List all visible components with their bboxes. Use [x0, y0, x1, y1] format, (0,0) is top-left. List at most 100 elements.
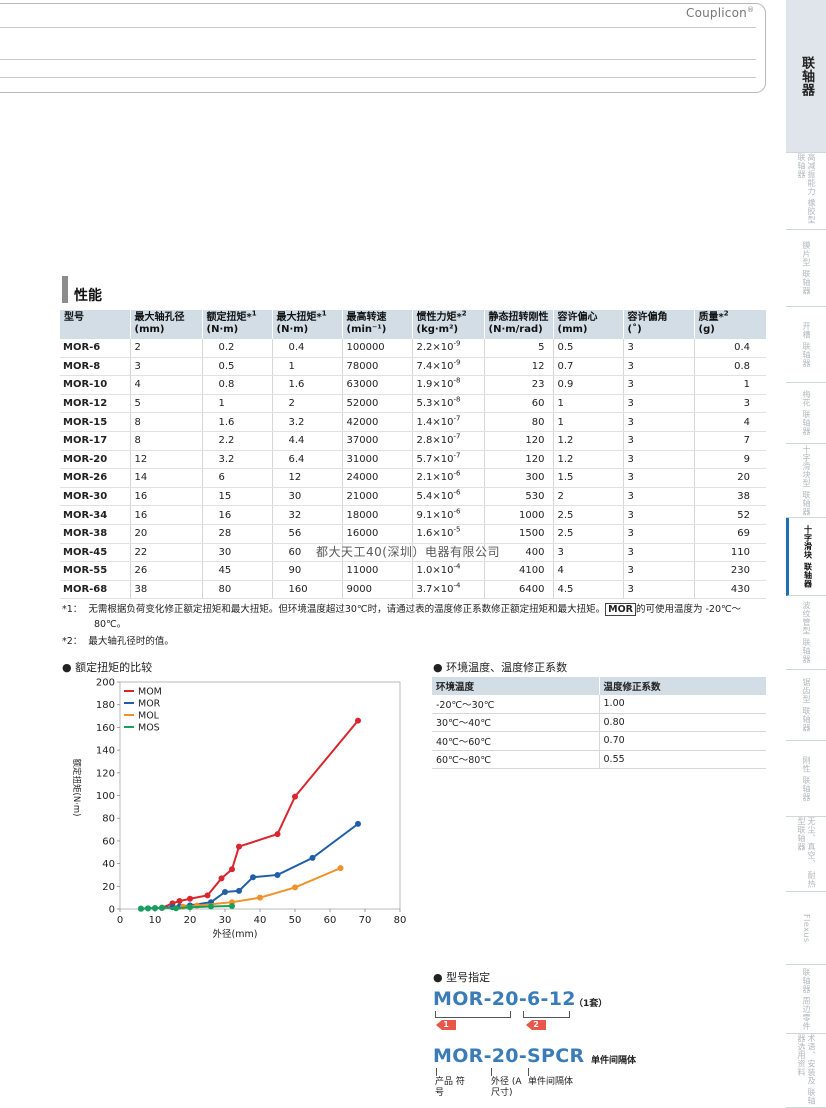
- table-cell: 3: [693, 394, 766, 414]
- table-cell: 300: [483, 468, 553, 488]
- leader-line: [491, 1068, 492, 1076]
- temp-header-row: 环境温度 温度修正系数: [432, 677, 766, 695]
- table-cell: 1.2: [552, 431, 623, 451]
- temp-row: -20℃～30℃ 1.00: [432, 695, 766, 714]
- table-cell: 3: [622, 524, 694, 544]
- chart-title: ● 额定扭矩的比较: [62, 661, 153, 674]
- table-cell: 16: [129, 505, 202, 525]
- series-line-mor: [140, 823, 359, 910]
- sidebar-tab[interactable]: 术语、安装及 联轴器选用资料: [786, 1034, 826, 1108]
- table-row: MOR-15 8 1.6 3.2 42000 1.4×10-7 80 1 3 4: [60, 412, 766, 432]
- table-cell: MOR-38: [60, 524, 130, 544]
- label-spacer: 单件间隔体: [528, 1077, 574, 1087]
- sidebar-tab[interactable]: 膜片型 联轴器: [786, 230, 826, 307]
- header-frame: [0, 3, 766, 93]
- table-row: MOR-20 12 3.2 6.4 31000 5.7×10-7 120 1.2 3 9: [60, 450, 766, 470]
- table-cell: 30: [201, 543, 272, 563]
- table-cell: 3: [622, 450, 694, 470]
- data-point-mor: [309, 854, 316, 861]
- table-cell: 4.5: [552, 580, 623, 600]
- table-cell: 0.9: [552, 375, 623, 395]
- data-point-mos: [159, 904, 165, 911]
- sidebar-tab[interactable]: 联轴器 周边零件: [786, 965, 826, 1034]
- table-cell: 1.6×10-5: [411, 524, 484, 544]
- table-cell: 3: [622, 487, 694, 507]
- model-code-2: MOR-20-SPCR: [433, 1045, 585, 1067]
- sidebar-tab[interactable]: 十字滑块型 联轴器: [786, 444, 826, 518]
- y-tick-label: 60: [102, 836, 115, 847]
- temperature-table: 环境温度 温度修正系数 -20℃～30℃ 1.00 30℃～40℃ 0.80 40℃～6…: [432, 677, 766, 769]
- table-cell: 2.5: [552, 524, 623, 544]
- sidebar-tab[interactable]: Flexus: [786, 892, 826, 965]
- table-cell: 1: [552, 394, 623, 414]
- sidebar-tab[interactable]: 锯齿型 联轴器: [786, 670, 826, 741]
- table-cell: 2: [129, 339, 202, 358]
- table-cell: 0.5: [552, 339, 623, 358]
- data-point-mol: [257, 894, 263, 901]
- sidebar-tab[interactable]: 开槽 联轴器: [786, 307, 826, 383]
- section-title: 性能: [74, 288, 102, 304]
- table-cell: MOR-68: [60, 580, 130, 600]
- temp-cell: 1.00: [598, 695, 766, 714]
- table-cell: 1.2: [552, 450, 623, 470]
- data-point-mom: [292, 793, 298, 800]
- table-cell: 16000: [341, 524, 412, 544]
- table-cell: 7.4×10-9: [411, 357, 484, 377]
- table-header-cell: 最高转速 (min⁻¹): [341, 310, 412, 339]
- table-cell: 5.7×10-7: [411, 450, 484, 470]
- table-cell: 5.4×10-6: [411, 487, 484, 507]
- temp-cell: 60℃～80℃: [432, 750, 599, 769]
- sidebar-tab[interactable]: 刚性 联轴器: [786, 741, 826, 817]
- table-row: MOR-6 2 0.2 0.4 100000 2.2×10-9 5 0.5 3 0.4: [60, 339, 766, 358]
- table-row: MOR-10 4 0.8 1.6 63000 1.9×10-8 23 0.9 3 1: [60, 375, 766, 395]
- table-cell: 430: [693, 580, 766, 600]
- table-header-cell: 额定扭矩*1 (N·m): [201, 310, 272, 339]
- table-cell: 2: [552, 487, 623, 507]
- table-cell: 9.1×10-6: [411, 505, 484, 525]
- leader-line: [528, 1068, 529, 1076]
- plot-frame: [119, 681, 401, 910]
- data-point-mol: [292, 884, 298, 891]
- table-cell: 1: [271, 357, 342, 377]
- table-cell: 1.5: [552, 468, 623, 488]
- bracket: [435, 1011, 511, 1018]
- table-cell: 30: [271, 487, 342, 507]
- table-cell: MOR-15: [60, 412, 130, 432]
- table-cell: 3: [622, 394, 694, 414]
- table-cell: 4: [693, 412, 766, 432]
- data-point-mom: [274, 831, 281, 838]
- sidebar-tab[interactable]: 无尘、真空、 耐热型联轴器: [786, 817, 826, 892]
- table-cell: 4: [552, 561, 623, 581]
- legend-label: MOM: [138, 687, 162, 698]
- table-cell: 60: [271, 543, 342, 563]
- table-cell: 20: [129, 524, 202, 544]
- table-cell: 80: [483, 412, 553, 432]
- table-cell: 0.2: [201, 339, 272, 358]
- data-point-mom: [204, 892, 211, 899]
- sidebar-tab[interactable]: 梅花 联轴器: [786, 383, 826, 444]
- table-cell: 31000: [341, 450, 412, 470]
- sidebar-tab-active[interactable]: 十字滑块 联轴器: [786, 518, 826, 596]
- table-cell: 120: [483, 431, 553, 451]
- header-rule: [0, 77, 756, 78]
- table-cell: 45: [201, 561, 272, 581]
- table-cell: 2.8×10-7: [411, 431, 484, 451]
- table-cell: 6: [201, 468, 272, 488]
- table-cell: 90: [271, 561, 342, 581]
- table-header-cell: 容许偏心 (mm): [552, 310, 623, 339]
- table-cell: 230: [693, 561, 766, 581]
- table-cell: 8: [129, 412, 202, 432]
- sidebar-tab[interactable]: 波纹管型 联轴器: [786, 596, 826, 670]
- model-code-1-note: （1套）: [574, 999, 608, 1009]
- table-cell: MOR-10: [60, 375, 130, 395]
- data-point-mor: [222, 888, 228, 895]
- table-cell: 6.4: [271, 450, 342, 470]
- sidebar-tab-main[interactable]: 联轴器: [786, 0, 826, 153]
- table-cell: 1.0×10-4: [411, 561, 484, 581]
- table-cell: MOR-30: [60, 487, 130, 507]
- table-cell: 3: [622, 339, 694, 358]
- table-cell: 32: [271, 505, 342, 525]
- data-point-mom: [176, 898, 183, 905]
- sidebar-tab[interactable]: 高减振能力 橡胶型联轴器: [786, 153, 826, 230]
- data-point-mos: [229, 903, 235, 910]
